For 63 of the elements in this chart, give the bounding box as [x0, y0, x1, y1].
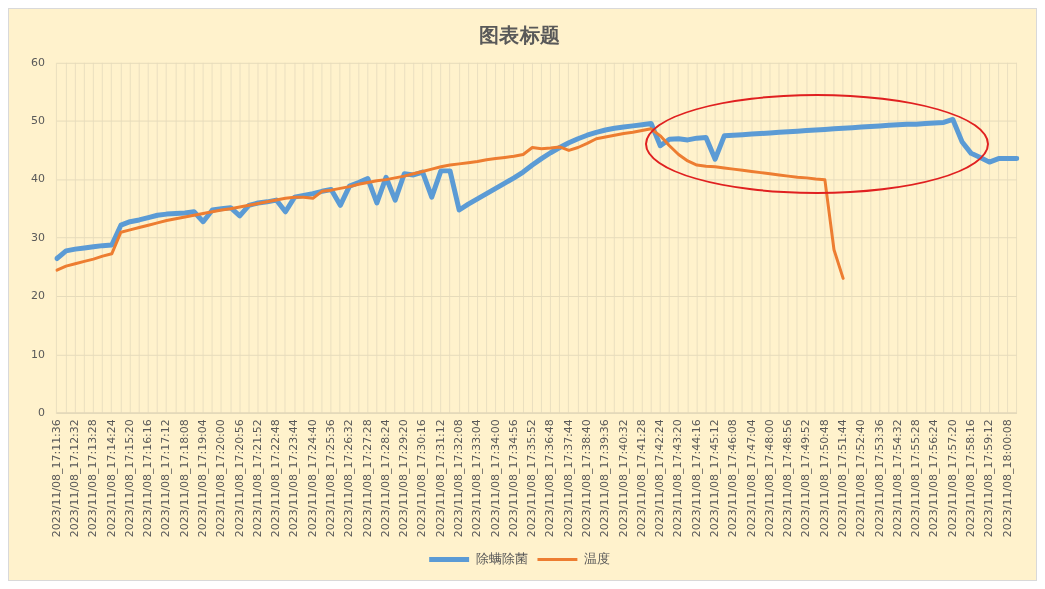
x-tick-label: 2023/11/08_17:36:48: [543, 419, 557, 538]
x-tick-label: 2023/11/08_17:37:44: [561, 419, 575, 538]
x-tick-label: 2023/11/08_17:53:36: [872, 419, 886, 538]
x-tick-label: 2023/11/08_17:51:44: [835, 419, 849, 538]
x-tick-label: 2023/11/08_17:40:32: [616, 419, 630, 538]
x-tick-label: 2023/11/08_17:46:08: [726, 419, 740, 538]
x-tick-label: 2023/11/08_17:57:20: [945, 419, 959, 538]
x-tick-label: 2023/11/08_17:19:04: [196, 419, 210, 538]
x-tick-label: 2023/11/08_17:20:00: [214, 419, 228, 538]
y-tick-label: 20: [30, 289, 45, 303]
y-tick-label: 0: [37, 406, 45, 420]
x-tick-label: 2023/11/08_17:54:32: [890, 419, 904, 538]
x-tick-label: 2023/11/08_17:34:00: [488, 419, 502, 538]
x-tick-label: 2023/11/08_17:47:04: [744, 419, 758, 538]
x-tick-label: 2023/11/08_17:30:16: [415, 419, 429, 538]
x-tick-label: 2023/11/08_17:12:32: [68, 419, 82, 538]
y-tick-label: 40: [30, 172, 45, 186]
x-tick-label: 2023/11/08_17:21:52: [250, 419, 264, 538]
legend-label: 温度: [583, 550, 610, 566]
x-tick-label: 2023/11/08_17:28:24: [378, 419, 392, 538]
x-tick-label: 2023/11/08_17:48:56: [781, 419, 795, 538]
x-tick-label: 2023/11/08_17:26:32: [342, 419, 356, 538]
x-tick-label: 2023/11/08_17:34:56: [506, 419, 520, 538]
x-tick-label: 2023/11/08_17:18:08: [177, 419, 191, 538]
x-tick-label: 2023/11/08_17:45:12: [707, 419, 721, 538]
x-tick-label: 2023/11/08_17:16:16: [141, 419, 155, 538]
x-tick-label: 2023/11/08_17:20:56: [232, 419, 246, 538]
x-tick-label: 2023/11/08_17:33:04: [470, 419, 484, 538]
x-tick-label: 2023/11/08_17:41:28: [634, 419, 648, 538]
x-tick-label: 2023/11/08_17:56:24: [927, 419, 941, 538]
x-tick-label: 2023/11/08_17:35:52: [525, 419, 539, 538]
x-tick-label: 2023/11/08_17:11:36: [49, 419, 63, 538]
y-tick-label: 30: [30, 230, 45, 244]
x-tick-label: 2023/11/08_17:24:40: [305, 419, 319, 538]
x-tick-label: 2023/11/08_17:55:28: [909, 419, 923, 538]
x-tick-label: 2023/11/08_17:27:28: [360, 419, 374, 538]
x-tick-label: 2023/11/08_17:38:40: [580, 419, 594, 538]
x-tick-label: 2023/11/08_17:43:20: [671, 419, 685, 538]
x-tick-label: 2023/11/08_17:25:36: [324, 419, 338, 538]
x-tick-label: 2023/11/08_17:39:36: [598, 419, 612, 538]
x-tick-label: 2023/11/08_17:50:48: [817, 419, 831, 538]
legend-label: 除螨除菌: [475, 550, 528, 566]
x-tick-label: 2023/11/08_17:58:16: [963, 419, 977, 538]
x-tick-label: 2023/11/08_18:00:08: [1000, 419, 1014, 538]
chart-title: 图表标题: [479, 23, 560, 48]
x-tick-label: 2023/11/08_17:29:20: [397, 419, 411, 538]
x-tick-label: 2023/11/08_17:32:08: [452, 419, 466, 538]
x-tick-label: 2023/11/08_17:48:00: [762, 419, 776, 538]
x-tick-label: 2023/11/08_17:13:28: [86, 419, 100, 538]
x-tick-label: 2023/11/08_17:42:24: [653, 419, 667, 538]
y-tick-label: 60: [30, 55, 45, 69]
x-tick-label: 2023/11/08_17:49:52: [799, 419, 813, 538]
x-tick-label: 2023/11/08_17:52:40: [854, 419, 868, 538]
x-tick-label: 2023/11/08_17:59:12: [982, 419, 996, 538]
x-tick-label: 2023/11/08_17:22:48: [269, 419, 283, 538]
y-tick-label: 50: [30, 114, 45, 128]
x-tick-label: 2023/11/08_17:15:20: [122, 419, 136, 538]
x-tick-label: 2023/11/08_17:17:12: [159, 419, 173, 538]
y-tick-label: 10: [30, 347, 45, 361]
x-tick-label: 2023/11/08_17:23:44: [287, 419, 301, 538]
x-tick-label: 2023/11/08_17:44:16: [689, 419, 703, 538]
x-tick-label: 2023/11/08_17:14:24: [104, 419, 118, 538]
x-tick-label: 2023/11/08_17:31:12: [433, 419, 447, 538]
